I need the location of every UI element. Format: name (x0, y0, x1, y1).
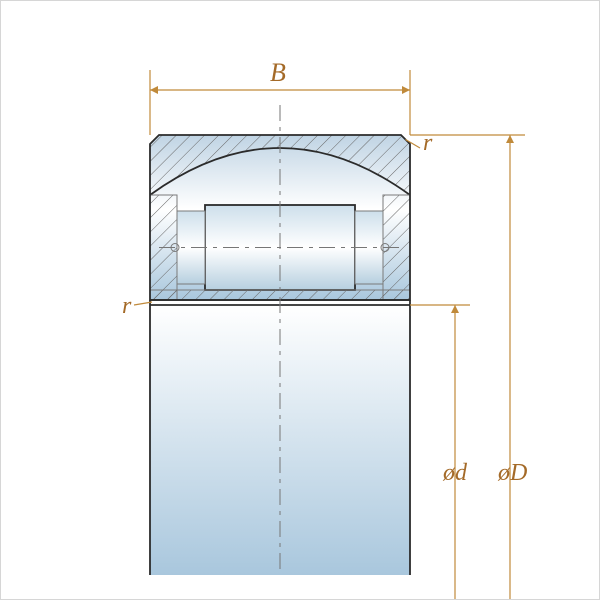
fillet-label-r-right: r (423, 130, 432, 157)
diagram-svg (0, 0, 600, 600)
dim-label-B: B (270, 58, 286, 88)
dim-label-d: ød (443, 460, 467, 487)
dim-label-D: øD (498, 460, 527, 487)
fillet-label-r-left: r (122, 293, 131, 320)
bearing-diagram: B øD ød r r (0, 0, 600, 600)
